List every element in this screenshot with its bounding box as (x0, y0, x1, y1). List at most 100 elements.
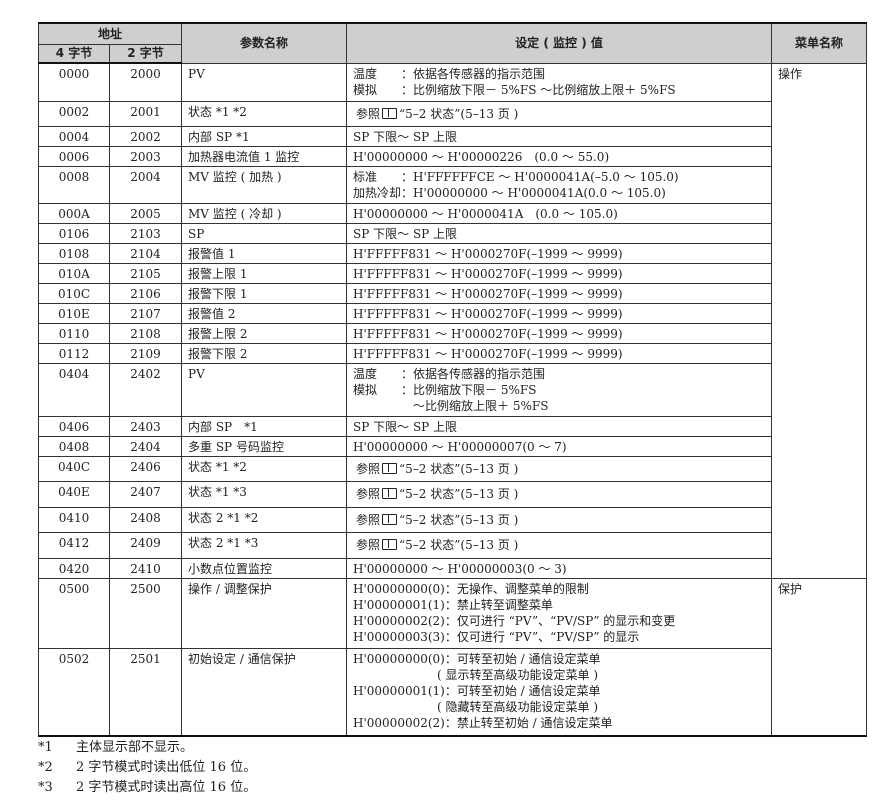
setting-value: H'FFFFF831 ～ H'0000270F(–1999 ～ 9999) (346, 242, 773, 264)
header-setting: 设定 ( 监控 ) 值 (346, 22, 773, 64)
setting-value: 温度 ：依据各传感器的指示范围 模拟 ：比例缩放下限－ 5%FS ～比例缩放上限＋… (346, 62, 773, 102)
param-name: 状态 *1 *2 (181, 100, 348, 127)
setting-value: H'FFFFF831 ～ H'0000270F(–1999 ～ 9999) (346, 302, 773, 324)
reference-prefix: 参照 (356, 537, 381, 552)
setting-value: H'FFFFF831 ～ H'0000270F(–1999 ～ 9999) (346, 262, 773, 284)
footnote: *2 2 字节模式时读出低位 16 位。 (38, 758, 256, 778)
param-name: 报警上限 2 (181, 322, 348, 344)
menu-name: 操作 (771, 62, 868, 579)
address-4byte: 0410 (38, 506, 110, 533)
value-line: H'00000002(2)：仅可进行 “PV”、“PV/SP” 的显示和变更 (353, 613, 676, 628)
value-line: H'FFFFF831 ～ H'0000270F(–1999 ～ 9999) (353, 266, 623, 281)
setting-value: H'FFFFF831 ～ H'0000270F(–1999 ～ 9999) (346, 322, 773, 344)
table-row: 0108 2104 报警值 1 H'FFFFF831 ～ H'0000270F(–19… (38, 242, 867, 264)
value-line: H'FFFFF831 ～ H'0000270F(–1999 ～ 9999) (353, 346, 623, 361)
value-line: 模拟 ：比例缩放下限－ 5%FS (353, 382, 537, 397)
reference-link[interactable]: “5–2 状态”(5–13 页 ) (399, 461, 519, 476)
param-name: 初始设定 / 通信保护 (181, 647, 348, 737)
param-name: 内部 SP *1 (181, 415, 348, 437)
value-line: ～比例缩放上限＋ 5%FS (353, 398, 549, 413)
param-name: 报警上限 1 (181, 262, 348, 284)
address-2byte: 2103 (108, 222, 183, 244)
address-2byte: 2002 (108, 125, 183, 147)
table-row: 040C 2406 状态 *1 *2 参照 “5–2 状态”(5–13 页 ) (38, 455, 867, 482)
address-2byte: 2409 (108, 531, 183, 559)
param-name: 加热器电流值 1 监控 (181, 145, 348, 167)
value-line: H'00000000(0)：无操作、调整菜单的限制 (353, 581, 589, 596)
footnote: *3 2 字节模式时读出高位 16 位。 (38, 778, 256, 798)
reference-prefix: 参照 (356, 486, 381, 501)
param-name: 状态 2 *1 *2 (181, 506, 348, 533)
address-4byte: 010E (38, 302, 110, 324)
setting-value: H'00000000 ～ H'00000003(0 ～ 3) (346, 557, 773, 579)
address-2byte: 2408 (108, 506, 183, 533)
value-line: H'00000000 ～ H'00000226 (0.0 ～ 55.0) (353, 149, 610, 164)
footnote-text: 2 字节模式时读出高位 16 位。 (76, 780, 257, 795)
header-param: 参数名称 (181, 22, 348, 64)
value-line: H'00000003(3)：仅可进行 “PV”、“PV/SP” 的显示 (353, 629, 640, 644)
reference[interactable]: 参照 “5–2 状态”(5–13 页 ) (353, 106, 765, 122)
header-address: 地址 (37, 22, 183, 45)
address-4byte: 0004 (38, 125, 110, 147)
setting-value: SP 下限～ SP 上限 (346, 415, 773, 437)
table-row: 0004 2002 内部 SP *1 SP 下限～ SP 上限 (38, 125, 867, 147)
reference-link[interactable]: “5–2 状态”(5–13 页 ) (399, 486, 519, 501)
value-line: H'FFFFF831 ～ H'0000270F(–1999 ～ 9999) (353, 286, 623, 301)
address-2byte: 2105 (108, 262, 183, 284)
address-4byte: 0412 (38, 531, 110, 559)
value-line: ( 隐藏转至高级功能设定菜单 ) (353, 699, 599, 714)
setting-value: H'FFFFF831 ～ H'0000270F(–1999 ～ 9999) (346, 342, 773, 364)
address-2byte: 2406 (108, 455, 183, 482)
address-2byte: 2107 (108, 302, 183, 324)
address-4byte: 0002 (38, 100, 110, 127)
address-4byte: 000A (38, 202, 110, 224)
param-name: PV (181, 362, 348, 417)
setting-value: SP 下限～ SP 上限 (346, 125, 773, 147)
table-row: 0408 2404 多重 SP 号码监控 H'00000000 ～ H'0000000… (38, 435, 867, 457)
reference[interactable]: 参照 “5–2 状态”(5–13 页 ) (353, 537, 765, 553)
reference[interactable]: 参照 “5–2 状态”(5–13 页 ) (353, 512, 765, 528)
param-name: SP (181, 222, 348, 244)
value-line: H'00000000 ～ H'0000041A (0.0 ～ 105.0) (353, 206, 618, 221)
address-4byte: 0420 (38, 557, 110, 579)
reference-link[interactable]: “5–2 状态”(5–13 页 ) (399, 537, 519, 552)
reference-prefix: 参照 (356, 106, 381, 121)
address-2byte: 2003 (108, 145, 183, 167)
value-line: H'FFFFF831 ～ H'0000270F(–1999 ～ 9999) (353, 306, 623, 321)
header-menu: 菜单名称 (771, 22, 868, 64)
book-icon (382, 538, 398, 550)
setting-value: 参照 “5–2 状态”(5–13 页 ) (346, 531, 773, 559)
reference[interactable]: 参照 “5–2 状态”(5–13 页 ) (353, 461, 765, 477)
address-4byte: 0008 (38, 165, 110, 204)
reference[interactable]: 参照 “5–2 状态”(5–13 页 ) (353, 486, 765, 502)
setting-value: 参照 “5–2 状态”(5–13 页 ) (346, 506, 773, 533)
value-line: ( 显示转至高级功能设定菜单 ) (353, 667, 599, 682)
table-row: 010A 2105 报警上限 1 H'FFFFF831 ～ H'0000270F(–1… (38, 262, 867, 284)
value-line: H'00000001(1)：禁止转至调整菜单 (353, 597, 553, 612)
setting-value: H'00000000 ～ H'0000041A (0.0 ～ 105.0) (346, 202, 773, 224)
reference-link[interactable]: “5–2 状态”(5–13 页 ) (399, 512, 519, 527)
address-2byte: 2106 (108, 282, 183, 304)
table-row: 0410 2408 状态 2 *1 *2 参照 “5–2 状态”(5–13 页 ) (38, 506, 867, 533)
address-2byte: 2402 (108, 362, 183, 417)
value-line: 标准 ：H'FFFFFFCE ～ H'0000041A(–5.0 ～ 105.0… (353, 169, 679, 184)
table-row: 0420 2410 小数点位置监控 H'00000000 ～ H'00000003(0… (38, 557, 867, 579)
value-line: 模拟 ：比例缩放下限－ 5%FS ～比例缩放上限＋ 5%FS (353, 82, 676, 97)
param-name: 状态 *1 *3 (181, 480, 348, 508)
address-4byte: 0006 (38, 145, 110, 167)
address-4byte: 0406 (38, 415, 110, 437)
setting-value: SP 下限～ SP 上限 (346, 222, 773, 244)
address-2byte: 2109 (108, 342, 183, 364)
address-4byte: 0404 (38, 362, 110, 417)
address-2byte: 2000 (108, 62, 183, 102)
param-name: MV 监控 ( 加热 ) (181, 165, 348, 204)
value-line: H'00000002(2)：禁止转至初始 / 通信设定菜单 (353, 715, 613, 730)
setting-value: H'00000000(0)：可转至初始 / 通信设定菜单 ( 显示转至高级功能设… (346, 647, 773, 737)
footnote-key: *2 (38, 760, 53, 775)
param-name: MV 监控 ( 冷却 ) (181, 202, 348, 224)
param-name: 状态 *1 *2 (181, 455, 348, 482)
table-row: 040E 2407 状态 *1 *3 参照 “5–2 状态”(5–13 页 ) (38, 480, 867, 508)
setting-value: 标准 ：H'FFFFFFCE ～ H'0000041A(–5.0 ～ 105.0… (346, 165, 773, 204)
reference-link[interactable]: “5–2 状态”(5–13 页 ) (399, 106, 519, 121)
table-row: 0110 2108 报警上限 2 H'FFFFF831 ～ H'0000270F(–1… (38, 322, 867, 344)
